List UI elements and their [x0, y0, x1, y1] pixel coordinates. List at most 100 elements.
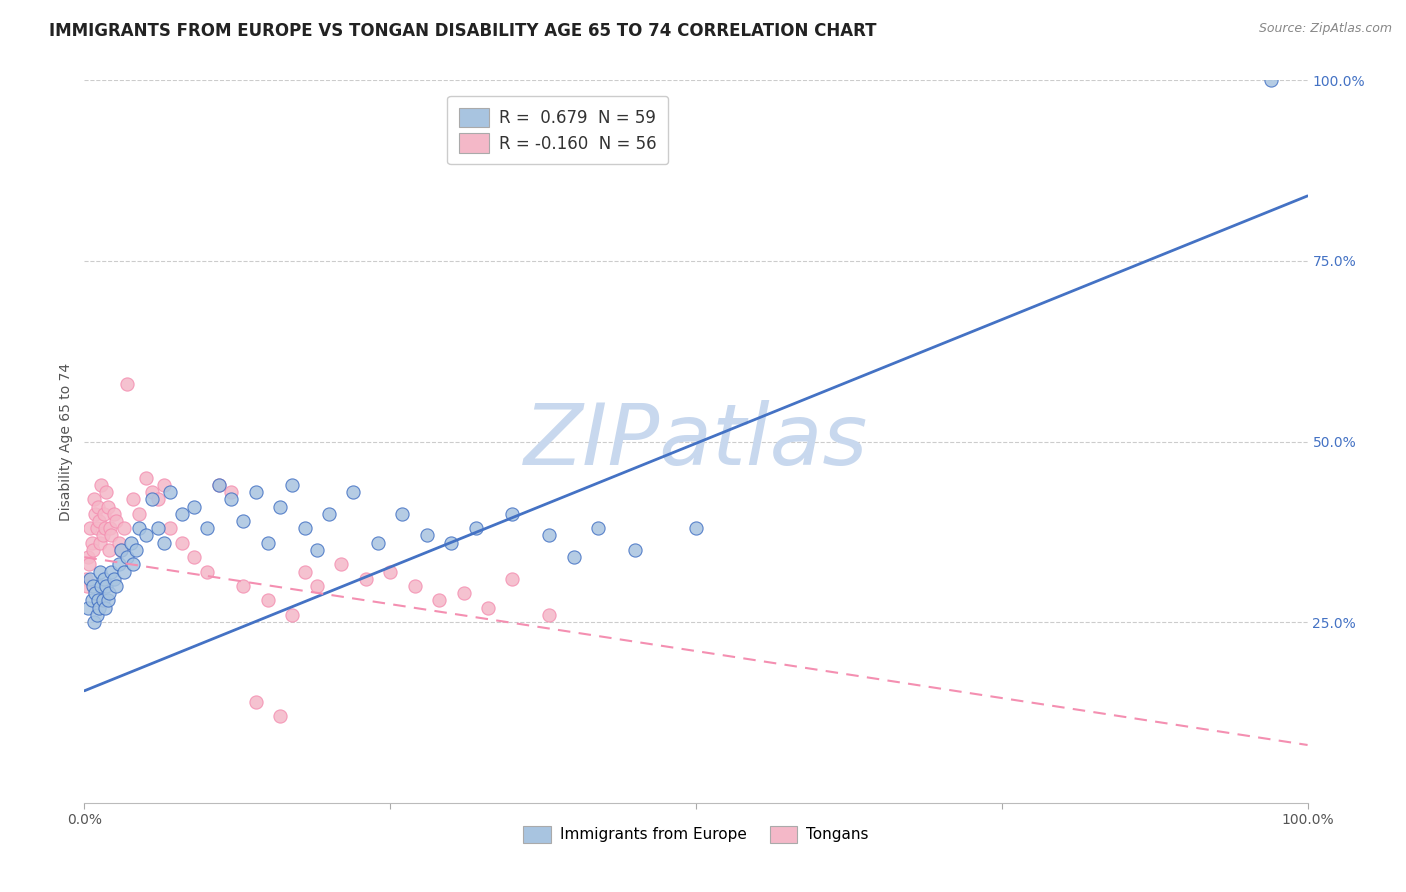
- Y-axis label: Disability Age 65 to 74: Disability Age 65 to 74: [59, 362, 73, 521]
- Point: [87, 600, 110, 615]
- Point: [100, 528, 122, 542]
- Point: [120, 535, 142, 549]
- Point: [89, 535, 111, 549]
- Point: [110, 542, 132, 557]
- Point: [380, 565, 402, 579]
- Point: [1260, 73, 1282, 87]
- Point: [107, 535, 129, 549]
- Point: [153, 535, 176, 549]
- Point: [77, 550, 100, 565]
- Point: [245, 485, 267, 500]
- Point: [624, 542, 647, 557]
- Point: [281, 478, 304, 492]
- Point: [257, 535, 280, 549]
- Point: [153, 478, 176, 492]
- Point: [103, 572, 125, 586]
- Legend: Immigrants from Europe, Tongans: Immigrants from Europe, Tongans: [517, 820, 875, 849]
- Point: [89, 565, 111, 579]
- Point: [232, 579, 254, 593]
- Point: [83, 615, 105, 630]
- Point: [342, 485, 364, 500]
- Point: [294, 521, 316, 535]
- Point: [464, 521, 486, 535]
- Point: [183, 500, 205, 514]
- Point: [416, 528, 439, 542]
- Point: [354, 572, 377, 586]
- Point: [477, 600, 499, 615]
- Point: [208, 478, 231, 492]
- Text: ZIPatlas: ZIPatlas: [524, 400, 868, 483]
- Point: [146, 521, 169, 535]
- Point: [195, 521, 218, 535]
- Point: [208, 478, 231, 492]
- Point: [77, 600, 100, 615]
- Point: [562, 550, 585, 565]
- Point: [219, 492, 242, 507]
- Point: [112, 521, 135, 535]
- Point: [141, 485, 163, 500]
- Point: [79, 521, 101, 535]
- Point: [125, 542, 148, 557]
- Point: [97, 593, 120, 607]
- Point: [83, 492, 105, 507]
- Point: [195, 565, 218, 579]
- Point: [112, 565, 135, 579]
- Point: [135, 470, 157, 484]
- Point: [91, 528, 114, 542]
- Point: [391, 507, 413, 521]
- Point: [82, 542, 104, 557]
- Point: [77, 558, 100, 572]
- Text: Source: ZipAtlas.com: Source: ZipAtlas.com: [1258, 22, 1392, 36]
- Point: [107, 558, 129, 572]
- Point: [219, 485, 242, 500]
- Point: [94, 521, 117, 535]
- Point: [502, 507, 524, 521]
- Point: [76, 579, 98, 593]
- Point: [281, 607, 304, 622]
- Point: [75, 572, 97, 586]
- Point: [318, 507, 340, 521]
- Point: [98, 521, 121, 535]
- Point: [305, 579, 328, 593]
- Point: [79, 572, 101, 586]
- Point: [93, 572, 115, 586]
- Point: [141, 492, 163, 507]
- Point: [105, 514, 128, 528]
- Point: [135, 528, 157, 542]
- Point: [122, 492, 145, 507]
- Point: [128, 507, 150, 521]
- Point: [685, 521, 707, 535]
- Point: [96, 579, 118, 593]
- Point: [80, 535, 103, 549]
- Point: [440, 535, 463, 549]
- Point: [305, 542, 328, 557]
- Point: [80, 593, 103, 607]
- Point: [86, 607, 108, 622]
- Point: [538, 607, 561, 622]
- Point: [115, 550, 138, 565]
- Point: [105, 579, 128, 593]
- Point: [100, 565, 122, 579]
- Point: [159, 485, 181, 500]
- Point: [257, 593, 280, 607]
- Point: [586, 521, 609, 535]
- Point: [86, 521, 108, 535]
- Point: [330, 558, 353, 572]
- Point: [97, 542, 120, 557]
- Point: [404, 579, 426, 593]
- Point: [84, 507, 107, 521]
- Point: [110, 542, 132, 557]
- Point: [269, 500, 291, 514]
- Text: IMMIGRANTS FROM EUROPE VS TONGAN DISABILITY AGE 65 TO 74 CORRELATION CHART: IMMIGRANTS FROM EUROPE VS TONGAN DISABIL…: [49, 22, 877, 40]
- Point: [90, 579, 112, 593]
- Point: [172, 535, 194, 549]
- Point: [427, 593, 450, 607]
- Point: [122, 558, 145, 572]
- Point: [128, 521, 150, 535]
- Point: [94, 600, 117, 615]
- Point: [97, 586, 120, 600]
- Point: [453, 586, 475, 600]
- Point: [538, 528, 561, 542]
- Point: [115, 376, 138, 391]
- Point: [87, 500, 110, 514]
